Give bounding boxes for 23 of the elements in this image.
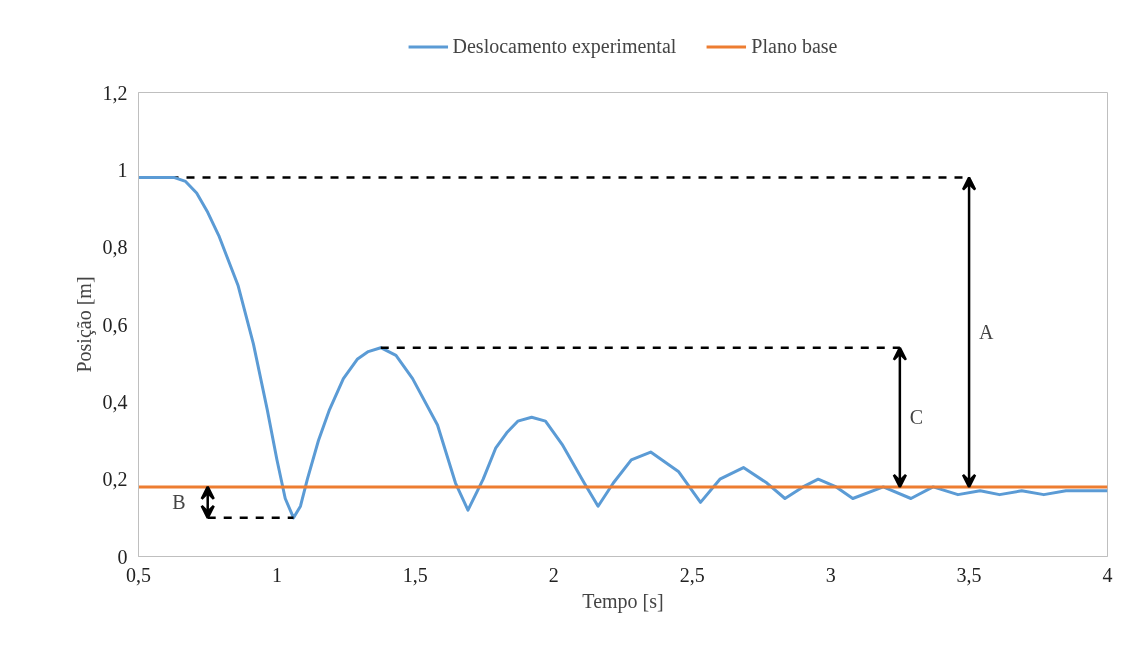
x-tick-label: 0,5 xyxy=(126,563,151,586)
annotation: C xyxy=(909,406,924,429)
x-tick-label: 1,5 xyxy=(402,563,428,586)
x-tick-label: 2,5 xyxy=(679,563,705,586)
y-tick-label: 1,2 xyxy=(102,81,128,104)
y-tick-label: 0 xyxy=(117,545,128,568)
x-tick-label: 4 xyxy=(1102,563,1113,586)
annotation: A xyxy=(979,321,995,344)
x-tick-label: 2 xyxy=(548,563,559,586)
legend-label: Deslocamento experimental xyxy=(452,34,677,58)
x-tick-label: 3,5 xyxy=(956,563,982,586)
y-tick-label: 0,4 xyxy=(102,390,128,413)
line-series xyxy=(138,176,1108,520)
y-tick-label: 1 xyxy=(117,158,128,181)
y-tick-label: 0,8 xyxy=(102,236,128,259)
y-axis-title: Posição [m] xyxy=(72,276,96,373)
x-tick-label: 1 xyxy=(271,563,282,586)
y-tick-label: 0,6 xyxy=(102,313,128,336)
annotation: B xyxy=(172,491,186,514)
legend-label: Plano base xyxy=(751,34,838,58)
y-tick-label: 0,2 xyxy=(102,468,128,491)
x-axis-title: Tempo [s] xyxy=(582,589,664,613)
x-tick-label: 3 xyxy=(825,563,836,586)
